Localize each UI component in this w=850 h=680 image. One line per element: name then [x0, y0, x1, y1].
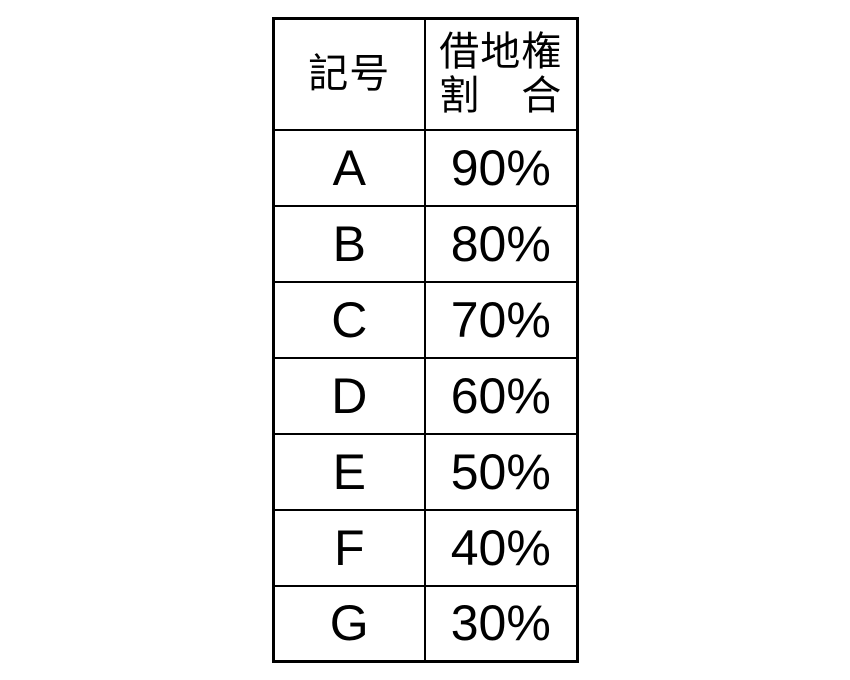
table-row: F 40% [272, 508, 578, 587]
symbol-cell: C [272, 280, 426, 359]
leasehold-ratio-table: 記号 借地権 割 合 A 90% B 80% C 70% D 60% E 50% [271, 17, 579, 663]
symbol-cell: E [272, 432, 426, 511]
ratio-cell: 70% [424, 280, 578, 359]
symbol-cell: A [272, 128, 426, 207]
symbol-cell: B [272, 204, 426, 283]
table-row: C 70% [272, 280, 578, 359]
ratio-cell: 40% [424, 508, 578, 587]
symbol-cell: F [272, 508, 426, 587]
table-row: D 60% [272, 356, 578, 435]
table-row: E 50% [272, 432, 578, 511]
header-ratio: 借地権 割 合 [424, 17, 578, 131]
header-row: 記号 借地権 割 合 [272, 17, 578, 131]
ratio-cell: 30% [424, 584, 578, 663]
header-symbol-label: 記号 [308, 52, 391, 97]
table-body: A 90% B 80% C 70% D 60% E 50% F 40% G 30… [272, 128, 578, 663]
ratio-cell: 90% [424, 128, 578, 207]
table-row: B 80% [272, 204, 578, 283]
table-header: 記号 借地権 割 合 [272, 17, 578, 131]
symbol-cell: G [272, 584, 426, 663]
ratio-cell: 80% [424, 204, 578, 283]
table-row: G 30% [272, 584, 578, 663]
header-ratio-line2: 割 合 [439, 74, 563, 119]
symbol-cell: D [272, 356, 426, 435]
header-ratio-line1: 借地権 [439, 30, 563, 75]
table-row: A 90% [272, 128, 578, 207]
ratio-cell: 60% [424, 356, 578, 435]
ratio-cell: 50% [424, 432, 578, 511]
header-symbol: 記号 [272, 17, 426, 131]
